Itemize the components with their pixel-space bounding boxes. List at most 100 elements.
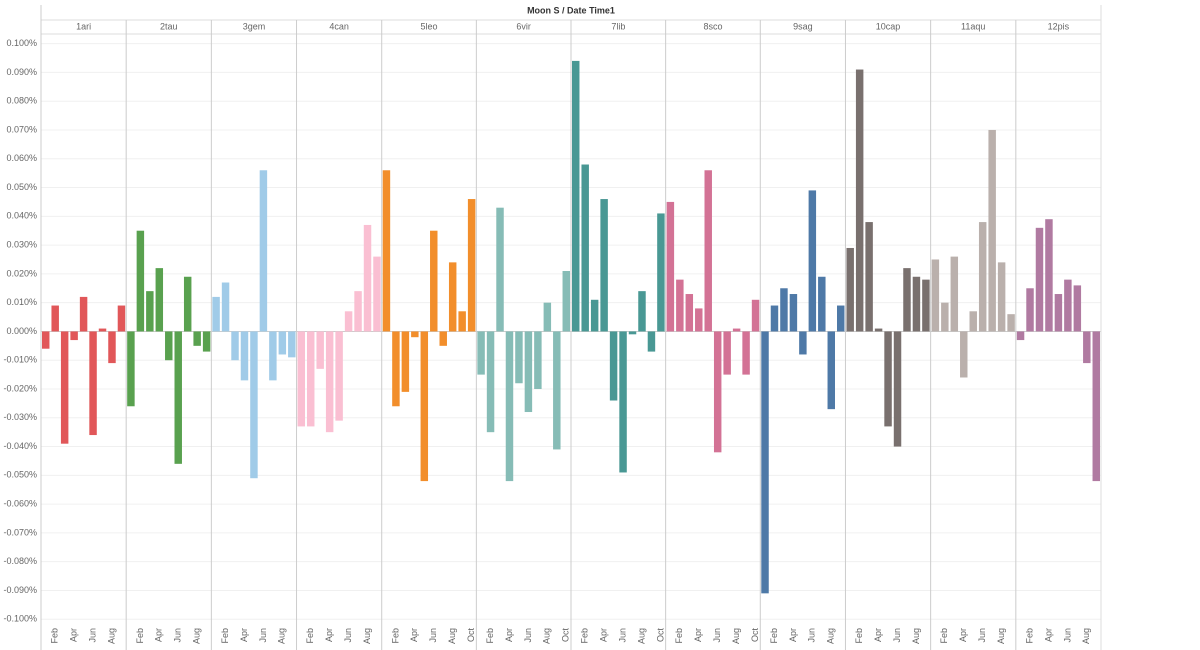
y-tick-label: 0.050% xyxy=(6,182,37,192)
y-tick-label: 0.030% xyxy=(6,239,37,249)
y-tick-label: -0.030% xyxy=(3,412,37,422)
x-tick-label: Oct xyxy=(466,628,476,643)
x-tick-label: Jun xyxy=(428,628,438,643)
y-tick-label: -0.050% xyxy=(3,470,37,480)
bar xyxy=(448,262,457,332)
bar xyxy=(240,331,249,381)
panel-header: 12pis xyxy=(1048,21,1070,31)
bar xyxy=(903,268,911,332)
panel-header: 11aqu xyxy=(961,21,985,31)
bar xyxy=(704,170,712,332)
x-tick-label: Apr xyxy=(693,628,703,642)
bar xyxy=(146,291,154,332)
bar xyxy=(638,291,646,332)
bar xyxy=(221,282,230,332)
bar xyxy=(136,230,145,332)
bar xyxy=(382,170,391,332)
panel-header: 1ari xyxy=(76,21,91,31)
x-tick-label: Jun xyxy=(892,628,902,643)
bar xyxy=(543,302,552,332)
bar xyxy=(865,222,873,332)
bar xyxy=(486,331,495,433)
x-tick-label: Aug xyxy=(996,628,1006,644)
bar xyxy=(231,331,239,361)
bar xyxy=(619,331,627,473)
bar xyxy=(70,331,78,341)
bar xyxy=(183,276,192,332)
x-tick-label: Jun xyxy=(712,628,722,643)
x-tick-label: Jun xyxy=(617,628,627,643)
bar xyxy=(155,268,164,332)
bar xyxy=(695,308,703,332)
bar xyxy=(789,294,798,332)
bar xyxy=(676,279,684,332)
x-tick-label: Apr xyxy=(154,628,164,642)
bar xyxy=(127,331,135,407)
bar xyxy=(1035,227,1044,332)
bar xyxy=(524,331,533,413)
bar xyxy=(827,331,835,410)
bar xyxy=(931,259,940,332)
y-tick-label: -0.090% xyxy=(3,585,37,595)
bar xyxy=(335,331,343,421)
x-tick-label: Feb xyxy=(485,628,495,644)
x-tick-label: Feb xyxy=(50,628,60,644)
x-tick-label: Apr xyxy=(1043,628,1053,642)
x-tick-label: Apr xyxy=(873,628,883,642)
x-tick-label: Feb xyxy=(220,628,230,644)
bar xyxy=(685,294,694,332)
x-tick-label: Feb xyxy=(390,628,400,644)
bar xyxy=(997,262,1006,332)
x-tick-label: Jun xyxy=(343,628,353,643)
bar xyxy=(590,299,599,332)
x-tick-label: Jun xyxy=(87,628,97,643)
x-tick-label: Feb xyxy=(769,628,779,644)
x-tick-label: Apr xyxy=(599,628,609,642)
bar xyxy=(259,170,268,332)
bar xyxy=(1073,285,1082,332)
chart-title: Moon S / Date Time1 xyxy=(527,5,615,15)
x-tick-label: Feb xyxy=(854,628,864,644)
y-tick-label: -0.040% xyxy=(3,441,37,451)
bar xyxy=(496,207,504,332)
y-tick-label: 0.000% xyxy=(6,326,37,336)
panel-header: 8sco xyxy=(703,21,722,31)
x-tick-label: Aug xyxy=(636,628,646,644)
x-tick-label: Aug xyxy=(192,628,202,644)
bar xyxy=(98,328,107,332)
y-tick-label: 0.010% xyxy=(6,297,37,307)
x-tick-label: Feb xyxy=(305,628,315,644)
panel-header: 3gem xyxy=(243,21,266,31)
bar xyxy=(893,331,902,447)
bar xyxy=(1083,331,1091,364)
bar xyxy=(978,222,987,332)
bar xyxy=(553,331,561,450)
bar xyxy=(1007,314,1015,332)
bar xyxy=(193,331,201,346)
y-tick-label: -0.060% xyxy=(3,498,37,508)
bar xyxy=(572,60,580,332)
x-tick-label: Jun xyxy=(1062,628,1072,643)
bar xyxy=(269,331,277,381)
x-tick-label: Aug xyxy=(277,628,287,644)
x-tick-label: Aug xyxy=(447,628,457,644)
x-tick-label: Aug xyxy=(106,628,116,644)
y-tick-label: -0.100% xyxy=(3,614,37,624)
bar xyxy=(751,299,760,332)
panel-header: 9sag xyxy=(793,21,813,31)
panel-header: 5leo xyxy=(421,21,438,31)
bar xyxy=(941,302,949,332)
bar xyxy=(780,288,788,332)
bar xyxy=(647,331,656,352)
x-tick-label: Apr xyxy=(324,628,334,642)
bar xyxy=(278,331,287,355)
x-tick-label: Feb xyxy=(135,628,145,644)
y-tick-label: 0.100% xyxy=(6,38,37,48)
x-tick-label: Apr xyxy=(69,628,79,642)
y-tick-label: -0.020% xyxy=(3,383,37,393)
x-tick-label: Apr xyxy=(504,628,514,642)
y-tick-label: -0.080% xyxy=(3,556,37,566)
x-tick-label: Feb xyxy=(674,628,684,644)
panel-header: 4can xyxy=(329,21,349,31)
